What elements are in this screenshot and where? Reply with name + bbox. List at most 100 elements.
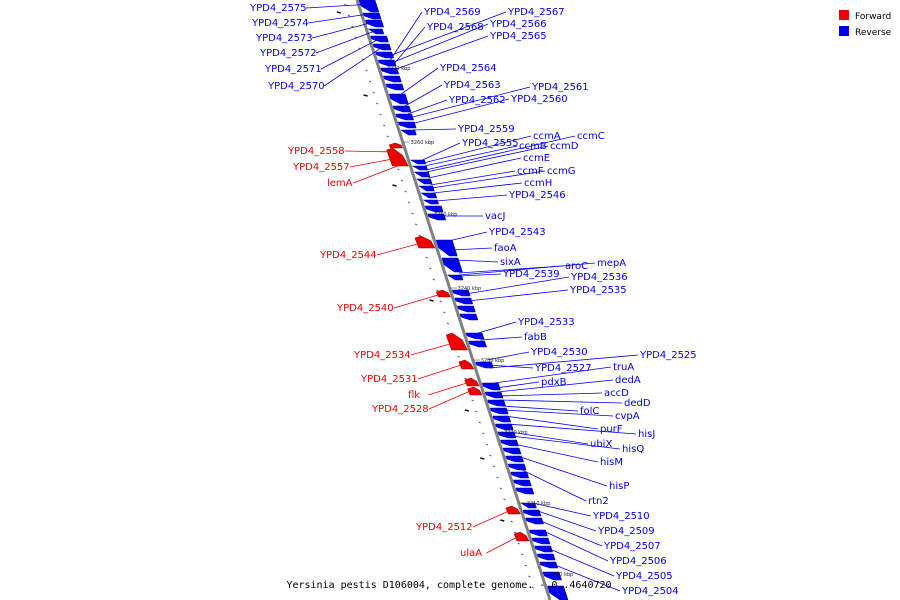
reverse-gene-label[interactable]: YPD4_2504 bbox=[621, 586, 679, 597]
reverse-gene-leader bbox=[532, 502, 592, 517]
forward-gene-feature bbox=[513, 531, 530, 542]
reverse-gene-label[interactable]: faoA bbox=[494, 243, 517, 254]
reverse-gene-label[interactable]: YPD4_2533 bbox=[517, 317, 575, 328]
reverse-gene-label[interactable]: YPD4_2505 bbox=[615, 571, 673, 582]
reverse-gene-leader bbox=[501, 405, 579, 412]
backbone-dash bbox=[404, 190, 407, 193]
reverse-gene-label[interactable]: hisP bbox=[609, 481, 629, 492]
reverse-gene-label[interactable]: YPD4_2555 bbox=[461, 138, 519, 149]
reverse-gene-label[interactable]: YPD4_2507 bbox=[603, 541, 661, 552]
reverse-gene-feature bbox=[519, 502, 537, 509]
forward-gene-label[interactable]: YPD4_2544 bbox=[319, 250, 377, 261]
forward-gene-label[interactable]: YPD4_2558 bbox=[287, 146, 345, 157]
backbone-dash bbox=[375, 102, 379, 105]
reverse-gene-label[interactable]: sixA bbox=[500, 257, 521, 268]
reverse-gene-label[interactable]: YPD4_2567 bbox=[507, 7, 565, 18]
reverse-gene-label[interactable]: YPD4_2536 bbox=[570, 272, 628, 283]
reverse-gene-label[interactable]: YPD4_2575 bbox=[249, 3, 307, 14]
reverse-gene-label[interactable]: ccmE bbox=[523, 153, 550, 164]
forward-gene-label[interactable]: YPD4_2534 bbox=[353, 350, 411, 361]
backbone-dash bbox=[392, 184, 397, 187]
legend-label-reverse: Reverse bbox=[855, 28, 892, 38]
reverse-gene-label[interactable]: aroC bbox=[565, 261, 588, 272]
reverse-gene-label[interactable]: ccmA bbox=[533, 131, 561, 142]
forward-gene-label[interactable]: lemA bbox=[327, 178, 353, 189]
reverse-gene-label[interactable]: ccmF bbox=[517, 166, 544, 177]
reverse-gene-label[interactable]: YPD4_2563 bbox=[443, 80, 501, 91]
reverse-gene-label[interactable]: YPD4_2562 bbox=[448, 95, 506, 106]
reverse-gene-label[interactable]: YPD4_2546 bbox=[508, 190, 566, 201]
reverse-gene-label[interactable]: pdxB bbox=[541, 377, 567, 388]
backbone-dash bbox=[418, 234, 421, 237]
reverse-gene-label[interactable]: YPD4_2561 bbox=[531, 82, 589, 93]
reverse-gene-label[interactable]: ccmD bbox=[550, 141, 579, 152]
reverse-gene-label[interactable]: YPD4_2539 bbox=[502, 269, 560, 280]
scale-tick-label: 3260 kbp bbox=[411, 140, 435, 146]
reverse-gene-label[interactable]: YPD4_2572 bbox=[259, 48, 317, 59]
reverse-gene-label[interactable]: YPD4_2535 bbox=[569, 285, 627, 296]
forward-gene-label[interactable]: YPD4_2540 bbox=[336, 303, 394, 314]
backbone-dash bbox=[485, 443, 489, 446]
reverse-gene-label[interactable]: YPD4_2573 bbox=[255, 33, 313, 44]
reverse-gene-label[interactable]: purF bbox=[600, 424, 623, 435]
forward-gene-label[interactable]: YPD4_2531 bbox=[360, 374, 418, 385]
reverse-gene-label[interactable]: YPD4_2570 bbox=[267, 81, 325, 92]
backbone-dash bbox=[500, 519, 505, 522]
reverse-gene-label[interactable]: fabB bbox=[524, 332, 547, 343]
reverse-gene-label[interactable]: hisJ bbox=[638, 429, 655, 440]
reverse-gene-label[interactable]: YPD4_2510 bbox=[592, 511, 650, 522]
reverse-gene-label[interactable]: YPD4_2569 bbox=[423, 7, 481, 18]
reverse-gene-feature bbox=[413, 171, 431, 178]
reverse-gene-label[interactable]: ccmC bbox=[577, 131, 605, 142]
forward-gene-label[interactable]: YPD4_2528 bbox=[371, 404, 429, 415]
reverse-gene-label[interactable]: YPD4_2568 bbox=[426, 22, 484, 33]
reverse-gene-label[interactable]: YPD4_2571 bbox=[264, 64, 322, 75]
reverse-gene-label[interactable]: dedA bbox=[615, 375, 641, 386]
reverse-gene-label[interactable]: YPD4_2559 bbox=[457, 124, 515, 135]
reverse-gene-label[interactable]: dedD bbox=[624, 398, 651, 409]
reverse-gene-label[interactable]: ccmH bbox=[524, 178, 552, 189]
reverse-gene-label[interactable]: YPD4_2530 bbox=[530, 347, 588, 358]
forward-gene-feature bbox=[467, 386, 483, 396]
forward-gene-label[interactable]: ulaA bbox=[460, 548, 482, 559]
reverse-gene-label[interactable]: YPD4_2506 bbox=[609, 556, 667, 567]
reverse-gene-label[interactable]: YPD4_2560 bbox=[510, 94, 568, 105]
forward-gene-leader bbox=[344, 150, 396, 153]
reverse-gene-label[interactable]: vacJ bbox=[485, 211, 506, 222]
reverse-gene-label[interactable]: YPD4_2565 bbox=[489, 31, 547, 42]
reverse-gene-label[interactable]: ccmG bbox=[547, 166, 576, 177]
backbone-dash bbox=[499, 487, 503, 490]
reverse-gene-feature bbox=[383, 75, 402, 83]
reverse-gene-label[interactable]: truA bbox=[613, 362, 634, 373]
reverse-gene-label[interactable]: YPD4_2574 bbox=[251, 18, 309, 29]
backbone-dash bbox=[443, 311, 446, 314]
reverse-gene-label[interactable]: YPD4_2564 bbox=[439, 63, 497, 74]
reverse-gene-label[interactable]: ccmB bbox=[519, 141, 547, 152]
reverse-gene-label[interactable]: cvpA bbox=[615, 411, 640, 422]
reverse-gene-label[interactable]: hisQ bbox=[622, 444, 644, 455]
backbone-dash bbox=[400, 179, 404, 182]
reverse-gene-label[interactable]: YPD4_2509 bbox=[597, 526, 655, 537]
backbone-dash bbox=[496, 476, 499, 479]
forward-gene-label[interactable]: YPD4_2512 bbox=[415, 522, 473, 533]
reverse-gene-label[interactable]: accD bbox=[604, 388, 629, 399]
forward-gene-leader bbox=[428, 389, 473, 410]
reverse-gene-label[interactable]: YPD4_2566 bbox=[489, 19, 547, 30]
reverse-gene-label[interactable]: folC bbox=[580, 406, 599, 417]
reverse-gene-label[interactable]: YPD4_2527 bbox=[534, 363, 592, 374]
reverse-gene-feature bbox=[367, 28, 385, 35]
reverse-gene-label[interactable]: ubiX bbox=[590, 439, 612, 450]
reverse-gene-label[interactable]: mepA bbox=[597, 258, 626, 269]
reverse-gene-label[interactable]: YPD4_2525 bbox=[639, 350, 697, 361]
reverse-gene-label[interactable]: rtn2 bbox=[588, 496, 609, 507]
backbone-dash bbox=[464, 377, 467, 380]
forward-gene-feature bbox=[386, 147, 409, 167]
reverse-gene-label[interactable]: YPD4_2543 bbox=[488, 227, 546, 238]
forward-gene-label[interactable]: YPD4_2557 bbox=[292, 162, 350, 173]
reverse-gene-feature bbox=[539, 561, 559, 569]
reverse-gene-leader bbox=[511, 435, 621, 450]
reverse-gene-feature bbox=[415, 178, 433, 185]
forward-gene-label[interactable]: flk bbox=[408, 390, 420, 401]
reverse-gene-leader bbox=[315, 28, 381, 54]
reverse-gene-label[interactable]: hisM bbox=[600, 457, 623, 468]
